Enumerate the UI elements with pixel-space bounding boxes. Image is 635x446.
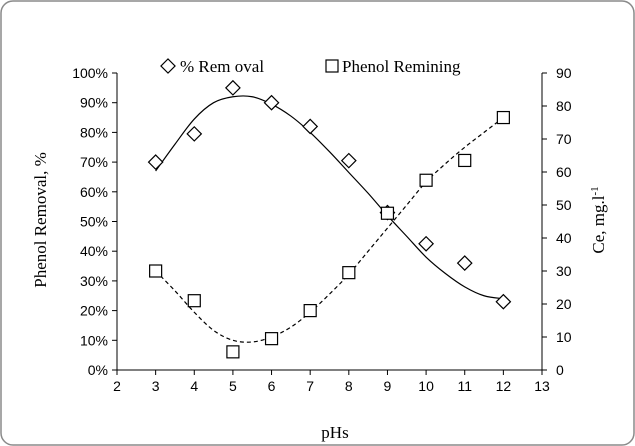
left-y-tick-label: 0% [88, 362, 108, 378]
legend-square-marker [325, 59, 339, 73]
removal-diamond-marker [302, 118, 319, 135]
right-y-tick-label: 60 [556, 164, 572, 180]
x-tick-label: 10 [418, 378, 434, 394]
remaining-square-marker [303, 304, 317, 318]
remaining-square-marker [458, 153, 472, 168]
right-y-tick-label: 50 [556, 197, 572, 213]
remaining-square-marker [264, 332, 279, 346]
trendlines [155, 95, 504, 343]
left-y-tick-label: 10% [80, 332, 108, 348]
x-tick-label: 6 [268, 378, 276, 394]
x-tick-label: 13 [534, 378, 550, 394]
remaining-square-marker [342, 266, 356, 280]
left-y-tick-label: 30% [80, 273, 108, 289]
right-y-axis-title-main: Ce, mg.l [589, 195, 608, 253]
removal-diamond-marker [456, 255, 473, 271]
left-y-tick-label: 40% [80, 243, 108, 259]
remaining-square-marker [496, 110, 510, 125]
legend: % Rem oval Phenol Remining [160, 57, 461, 76]
data-markers [147, 79, 512, 359]
left-y-tick-label: 100% [72, 65, 108, 81]
right-y-axis-title: Ce, mg.l-1 [589, 186, 608, 253]
removal-diamond-marker [495, 293, 512, 310]
x-tick-label: 7 [306, 378, 314, 394]
left-y-tick-labels: 0% 10% 20% 30% 40% 50% 60% 70% 80% 90% 100% [72, 65, 108, 378]
x-tick-label: 2 [113, 378, 121, 394]
x-tick-label: 11 [457, 378, 472, 394]
legend-label-removal: % Rem oval [180, 57, 264, 76]
right-y-tick-labels: 0 10 20 30 40 50 60 70 80 90 [556, 65, 572, 378]
legend-diamond-marker [160, 58, 176, 74]
right-y-tick-label: 70 [556, 131, 572, 147]
removal-diamond-marker [263, 94, 280, 111]
removal-diamond-marker [224, 79, 241, 96]
remaining-square-marker [380, 206, 395, 220]
removal-diamond-marker [147, 154, 164, 171]
x-tick-label: 12 [496, 378, 512, 394]
remaining-square-marker [226, 345, 240, 359]
removal-diamond-marker [418, 235, 435, 252]
removal-diamond-marker [186, 125, 203, 142]
right-y-tick-label: 0 [556, 362, 564, 378]
left-y-tick-label: 60% [80, 184, 108, 200]
axes [112, 72, 547, 375]
x-tick-label: 4 [190, 378, 198, 394]
x-tick-label: 3 [152, 378, 160, 394]
right-y-tick-label: 20 [556, 296, 572, 312]
x-axis-title: pHs [321, 423, 348, 442]
right-y-tick-label: 40 [556, 230, 572, 246]
removal-trendline [155, 95, 504, 300]
x-tick-label: 9 [384, 378, 392, 394]
right-y-axis-title-sup: -1 [589, 186, 601, 195]
left-y-tick-label: 80% [80, 124, 108, 140]
left-y-axis-title: Phenol Removal, % [31, 152, 50, 288]
legend-label-remaining: Phenol Remining [342, 57, 461, 76]
left-y-tick-label: 70% [80, 154, 108, 170]
remaining-square-marker [419, 173, 433, 187]
right-y-tick-label: 10 [556, 329, 572, 345]
left-y-tick-label: 90% [80, 95, 108, 111]
right-y-tick-label: 80 [556, 98, 572, 114]
removal-diamond-marker [340, 152, 357, 169]
remaining-square-marker [187, 294, 201, 308]
x-tick-label: 5 [229, 378, 237, 394]
right-y-tick-label: 30 [556, 263, 572, 279]
left-y-tick-label: 20% [80, 303, 108, 319]
remaining-square-marker [149, 264, 163, 278]
x-tick-label: 8 [345, 378, 353, 394]
right-y-tick-label: 90 [556, 65, 572, 81]
left-y-tick-label: 50% [80, 214, 108, 230]
x-tick-labels: 2 3 4 5 6 7 8 9 10 11 12 13 [113, 378, 550, 394]
